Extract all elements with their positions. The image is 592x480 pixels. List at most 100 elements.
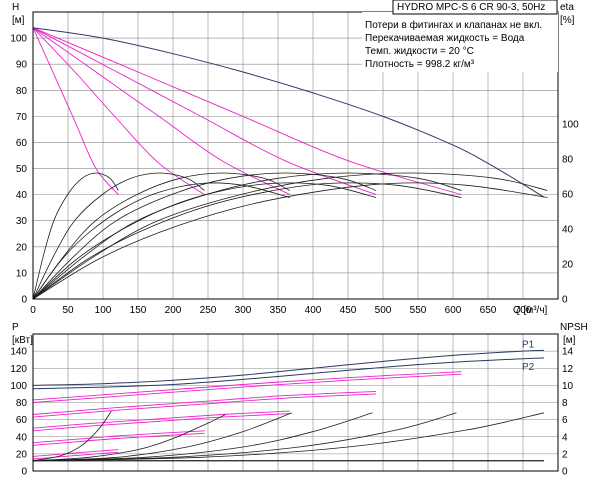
npsh-curve xyxy=(32,410,112,462)
power-stage-curve xyxy=(32,393,377,418)
upper-plot-frame xyxy=(32,11,559,300)
efficiency-curve xyxy=(32,172,205,300)
lower-grid: 0 20 40 60 80 100 120 140 0 2 4 6 8 10 12 14 xyxy=(10,334,574,478)
lower-right-tick-label: 0 xyxy=(562,467,568,478)
power-series-label: P1 xyxy=(522,339,535,350)
efficiency-curve-partload xyxy=(32,182,462,300)
efficiency-curve-partload xyxy=(32,182,548,300)
upper-right-tick-label: 80 xyxy=(562,155,574,166)
x-tick-label: 600 xyxy=(445,305,462,316)
lower-left-tick-label: 60 xyxy=(16,415,28,426)
upper-right-tick-label: 100 xyxy=(562,120,579,131)
x-tick-label: 250 xyxy=(200,305,217,316)
lower-left-tick-label: 140 xyxy=(10,347,27,358)
upper-left-tick-label: 50 xyxy=(16,164,28,175)
upper-left-axis-label-2: [м] xyxy=(12,15,25,26)
power-stage-curve xyxy=(32,410,290,429)
x-tick-label: 200 xyxy=(165,305,182,316)
x-tick-label: 100 xyxy=(95,305,112,316)
lower-left-tick-label: 100 xyxy=(10,381,27,392)
efficiency-curve xyxy=(32,172,548,300)
efficiency-curve-partload xyxy=(32,182,290,300)
x-tick-label: 500 xyxy=(375,305,392,316)
head-stage-curve xyxy=(32,27,377,196)
upper-right-tick-label: 20 xyxy=(562,260,574,271)
lower-left-axis-label-2: [кВт] xyxy=(12,335,33,346)
head-max-curve xyxy=(32,27,545,198)
lower-right-tick-label: 6 xyxy=(562,415,568,426)
info-note-1: Потери в фитингах и клапанах не вкл. xyxy=(365,19,542,31)
upper-left-tick-label: 80 xyxy=(16,86,28,97)
upper-right-axis-label-2: [%] xyxy=(560,15,575,26)
power-stage-curve xyxy=(32,451,119,460)
lower-right-tick-label: 12 xyxy=(562,364,574,375)
power-stage-curve xyxy=(32,449,119,457)
lower-plot-frame xyxy=(32,333,559,472)
info-box: HYDRO MPC-S 6 CR 90-3, 50Hz Потери в фит… xyxy=(362,0,558,72)
x-tick-label: 450 xyxy=(340,305,357,316)
power-series-p1 xyxy=(32,349,545,386)
x-tick-label: 150 xyxy=(130,305,147,316)
efficiency-curve xyxy=(32,172,119,300)
lower-left-tick-label: 20 xyxy=(16,449,28,460)
x-tick-label: 300 xyxy=(235,305,252,316)
power-stage-curve xyxy=(32,430,205,444)
x-axis-label: Q [м³/ч] xyxy=(513,305,548,316)
x-tick-label: 350 xyxy=(270,305,287,316)
power-stage-curve xyxy=(32,373,462,403)
lower-curves: P1 P2 xyxy=(32,339,545,462)
upper-left-tick-label: 20 xyxy=(16,242,28,253)
upper-left-tick-label: 70 xyxy=(16,112,28,123)
x-tick-label: 700 xyxy=(515,305,532,316)
x-tick-label: 650 xyxy=(480,305,497,316)
upper-curves xyxy=(32,27,548,300)
title-box xyxy=(392,0,558,15)
power-stage-curve xyxy=(32,432,205,446)
upper-left-tick-label: 60 xyxy=(16,138,28,149)
power-series-p2 xyxy=(32,357,545,390)
efficiency-curve xyxy=(32,172,377,300)
efficiency-curve-partload xyxy=(32,182,377,300)
power-stage-curve xyxy=(32,371,462,401)
head-stage-curve xyxy=(32,27,119,195)
upper-left-axis-label-1: H xyxy=(12,2,19,13)
lower-right-tick-label: 14 xyxy=(562,347,574,358)
lower-left-tick-label: 120 xyxy=(10,364,27,375)
lower-left-axis-label-1: P xyxy=(12,322,19,333)
npsh-curve xyxy=(32,412,545,462)
x-tick-label: 550 xyxy=(410,305,427,316)
upper-right-tick-label: 40 xyxy=(562,225,574,236)
upper-left-tick-label: 100 xyxy=(10,34,27,45)
chart-title: HYDRO MPC-S 6 CR 90-3, 50Hz xyxy=(397,2,545,13)
upper-left-tick-label: 0 xyxy=(21,295,27,306)
upper-left-tick-label: 40 xyxy=(16,190,28,201)
x-tick-label: 50 xyxy=(62,305,74,316)
head-stage-curve xyxy=(32,27,205,195)
lower-left-tick-label: 40 xyxy=(16,432,28,443)
upper-right-axis-label-1: eta xyxy=(560,2,574,13)
lower-left-tick-label: 80 xyxy=(16,398,28,409)
upper-left-tick-label: 10 xyxy=(16,268,28,279)
upper-left-tick-label: 30 xyxy=(16,216,28,227)
lower-left-tick-label: 0 xyxy=(21,467,27,478)
lower-right-axis-label-1: NPSH xyxy=(560,322,588,333)
lower-right-tick-label: 8 xyxy=(562,398,568,409)
power-stage-curve xyxy=(32,390,377,415)
info-note-2: Перекачиваемая жидкость = Вода xyxy=(365,33,525,44)
lower-right-tick-label: 10 xyxy=(562,381,574,392)
x-tick-label: 0 xyxy=(30,305,36,316)
npsh-curve xyxy=(32,414,226,462)
upper-left-tick-label: 90 xyxy=(16,60,28,71)
x-tick-label: 400 xyxy=(305,305,322,316)
power-series-label: P2 xyxy=(522,362,535,373)
efficiency-curve xyxy=(32,172,291,300)
upper-right-tick-label: 0 xyxy=(562,295,568,306)
lower-right-tick-label: 4 xyxy=(562,432,568,443)
efficiency-curve xyxy=(32,172,462,300)
head-stage-curve xyxy=(32,27,291,196)
head-stage-curve xyxy=(32,27,462,196)
power-stage-curve xyxy=(32,413,290,432)
upper-right-tick-label: 60 xyxy=(562,190,574,201)
info-note-3: Темп. жидкости = 20 °C xyxy=(365,46,474,57)
